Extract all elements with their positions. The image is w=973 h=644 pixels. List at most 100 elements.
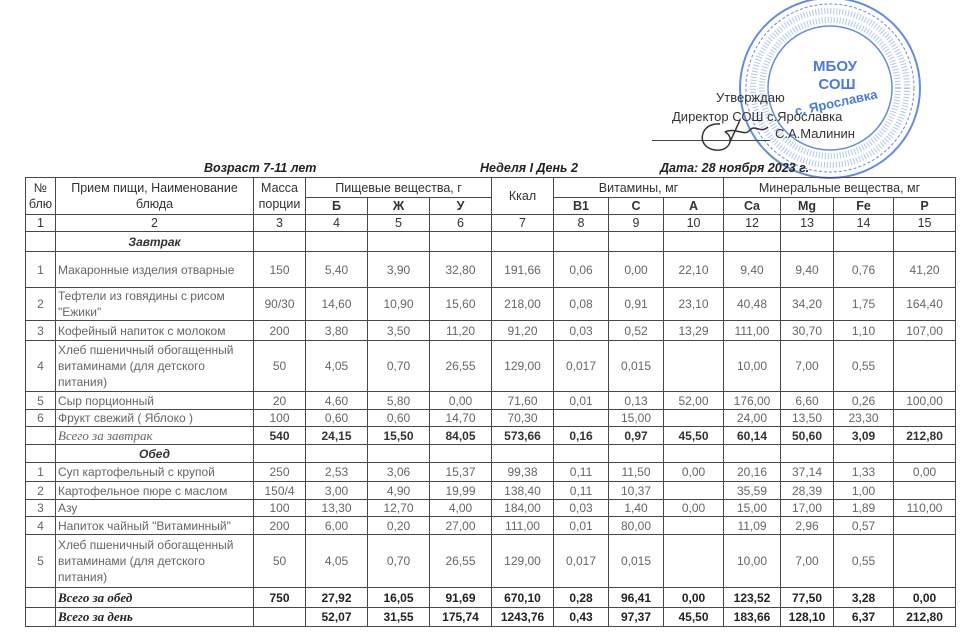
cell-value: [253, 607, 306, 627]
cell-value: 26,55: [428, 534, 493, 588]
cell-value: 50: [253, 340, 306, 392]
cell-value: 129,00: [491, 340, 555, 392]
cell-value: 60,14: [723, 426, 782, 445]
cell-value: 7,00: [780, 534, 835, 588]
cell-value: 150: [253, 251, 306, 288]
cell-value: 45,50: [663, 607, 725, 627]
cell-value: 175,74: [428, 607, 493, 627]
cell-value: 22,10: [663, 251, 725, 288]
cell-value: 212,80: [893, 426, 957, 445]
dish-name: Всего за завтрак: [55, 426, 254, 445]
cell-value: 191,66: [491, 251, 555, 288]
cell-value: 27,92: [305, 587, 368, 608]
column-number: 14: [833, 214, 895, 232]
cell-value: [553, 444, 610, 463]
header-a: A: [663, 197, 725, 215]
cell-value: [893, 481, 957, 500]
cell-value: 0,91: [608, 287, 665, 321]
dish-name: Кофейный напиток с молоком: [55, 320, 254, 341]
column-number: 15: [893, 214, 957, 232]
cell-value: 71,60: [491, 391, 555, 410]
header-kcal: Ккал: [491, 177, 555, 215]
cell-value: 0,015: [608, 340, 665, 392]
cell-value: 670,10: [491, 587, 555, 608]
cell-value: 0,015: [608, 534, 665, 588]
dish-number: 1: [25, 251, 56, 288]
table-row: 1 Суп картофельный с крупой 250 2,53 3,06 15,…: [25, 462, 957, 482]
dish-number: 2: [25, 481, 56, 500]
cell-value: 40,48: [723, 287, 782, 321]
cell-value: [663, 534, 725, 588]
cell-value: 3,28: [833, 587, 895, 608]
header-у: У: [428, 197, 493, 215]
cell-value: 128,10: [780, 607, 835, 627]
cell-value: 111,00: [491, 516, 555, 535]
cell-value: 35,59: [723, 481, 782, 500]
section-row: Обед: [25, 444, 957, 463]
table-row: 3 Азу 100 13,30 12,70 4,00 184,00 0,03 1,40 0,00 1…: [25, 499, 957, 517]
cell-value: 3,80: [305, 320, 368, 341]
cell-value: 0,00: [428, 391, 493, 410]
cell-value: 26,55: [428, 340, 493, 392]
cell-value: 0,28: [553, 587, 610, 608]
dish-name: Тефтели из говядины с рисом "Ежики": [55, 287, 254, 321]
cell-value: 91,20: [491, 320, 555, 341]
cell-value: 13,30: [305, 499, 368, 517]
cell-value: 0,55: [833, 340, 895, 392]
cell-value: 37,14: [780, 462, 835, 482]
cell-value: 14,70: [428, 409, 493, 427]
cell-value: 750: [253, 587, 306, 608]
dish-name: Напиток чайный "Витаминный": [55, 516, 254, 535]
cell-value: 111,00: [723, 320, 782, 341]
cell-value: [367, 444, 430, 463]
cell-value: 0,60: [305, 409, 368, 427]
header-name: Прием пищи, Наименование блюда: [55, 177, 254, 215]
cell-value: 0,60: [367, 409, 430, 427]
cell-value: [428, 231, 493, 252]
cell-value: 17,00: [780, 499, 835, 517]
cell-value: [780, 231, 835, 252]
dish-number: 4: [25, 340, 56, 392]
cell-value: 15,00: [608, 409, 665, 427]
total-row: Всего за день 52,07 31,55 175,74 1243,76 0,43…: [25, 607, 957, 627]
cell-value: 97,37: [608, 607, 665, 627]
cell-value: 107,00: [893, 320, 957, 341]
cell-value: 2,53: [305, 462, 368, 482]
cell-value: 4,60: [305, 391, 368, 410]
column-number: 9: [608, 214, 665, 232]
cell-value: 4,90: [367, 481, 430, 500]
cell-value: 24,00: [723, 409, 782, 427]
cell-value: [893, 516, 957, 535]
cell-value: 0,00: [893, 462, 957, 482]
age-label: Возраст 7-11 лет: [204, 161, 317, 175]
cell-value: 6,60: [780, 391, 835, 410]
cell-value: [663, 340, 725, 392]
dish-number: 1: [25, 462, 56, 482]
cell-value: 200: [253, 320, 306, 341]
cell-value: 6,37: [833, 607, 895, 627]
cell-value: 183,66: [723, 607, 782, 627]
cell-value: [833, 231, 895, 252]
cell-value: 19,99: [428, 481, 493, 500]
section-row: Завтрак: [25, 231, 957, 252]
header-b1: B1: [553, 197, 610, 215]
cell-value: 0,03: [553, 499, 610, 517]
dish-number: [25, 444, 56, 463]
dish-number: 4: [25, 516, 56, 535]
cell-value: 27,00: [428, 516, 493, 535]
cell-value: 12,70: [367, 499, 430, 517]
cell-value: [608, 444, 665, 463]
column-number: 7: [491, 214, 555, 232]
cell-value: [893, 534, 957, 588]
dish-number: [25, 587, 56, 608]
header-fe: Fe: [833, 197, 895, 215]
date-label: Дата: 28 ноября 2023 г.: [660, 161, 810, 175]
header-c: C: [608, 197, 665, 215]
cell-value: 0,43: [553, 607, 610, 627]
cell-value: 13,50: [780, 409, 835, 427]
cell-value: 3,00: [305, 481, 368, 500]
cell-value: [428, 444, 493, 463]
cell-value: 540: [253, 426, 306, 445]
cell-value: 32,80: [428, 251, 493, 288]
cell-value: 96,41: [608, 587, 665, 608]
